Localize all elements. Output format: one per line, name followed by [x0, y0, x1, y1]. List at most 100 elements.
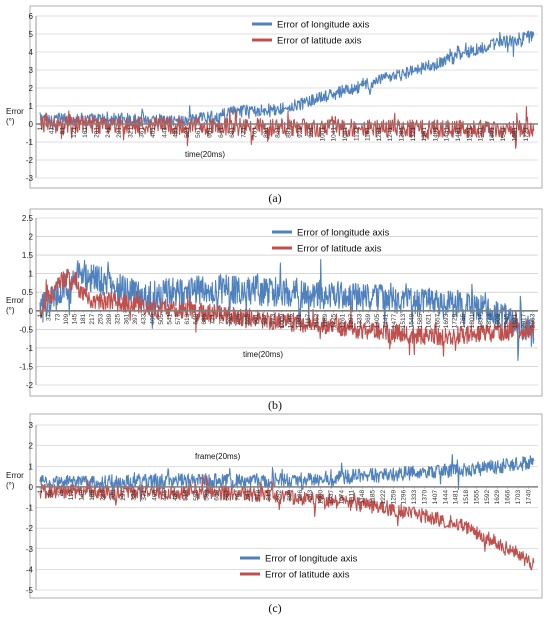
- chart-frame: [29, 5, 543, 189]
- x-tick-label: 721: [210, 313, 217, 324]
- x-tick-label: 334: [131, 490, 138, 501]
- x-tick-label: 1081: [296, 313, 303, 328]
- x-tick-label: 482: [172, 490, 179, 501]
- series-line: [39, 259, 535, 361]
- x-tick-label: 1041: [331, 127, 338, 142]
- x-tick-label: 1601: [489, 127, 496, 142]
- y-axis-label-line: (°): [6, 481, 15, 490]
- x-tick-label: 1241: [387, 127, 394, 142]
- x-tick-label: 1740: [525, 489, 532, 504]
- y-tick-label: 0: [29, 307, 34, 316]
- y-tick-label: 2: [29, 442, 34, 451]
- x-tick-label: 1148: [359, 489, 366, 503]
- y-tick-label: 2: [29, 233, 34, 242]
- y-axis-label-line: Error: [6, 471, 24, 480]
- x-tick-label: 371: [141, 490, 148, 501]
- legend-label: Error of latitude axis: [265, 570, 350, 581]
- caption-b: (b): [268, 398, 282, 412]
- x-tick-label: 1444: [442, 489, 449, 504]
- x-tick-label: 223: [99, 490, 106, 501]
- y-tick-label: 2.5: [22, 214, 34, 223]
- y-tick-label: 1: [29, 270, 34, 279]
- x-tick-label: 1297: [348, 313, 355, 328]
- x-tick-label: 201: [94, 127, 101, 138]
- chart-frame: [29, 413, 543, 599]
- y-tick-label: -0.5: [19, 325, 33, 334]
- x-tick-label: 1721: [523, 127, 530, 142]
- x-tick-label: 901: [253, 313, 260, 324]
- x-tick-label: 1513: [400, 313, 407, 328]
- x-tick-label: 1074: [338, 489, 345, 504]
- x-tick-label: 1521: [466, 127, 473, 142]
- y-tick-label: 1.5: [22, 251, 34, 260]
- x-tick-label: 1981: [512, 313, 519, 328]
- x-tick-label: 1000: [318, 489, 325, 504]
- x-tick-label: 1657: [434, 313, 441, 328]
- y-axis-label: Error (°): [6, 296, 24, 315]
- x-tick-label: 815: [266, 490, 273, 501]
- x-tick-label: 593: [203, 490, 210, 501]
- x-tick-label: 1729: [452, 313, 459, 328]
- x-tick-label: 1641: [500, 127, 507, 142]
- x-tick-label: 1405: [374, 313, 381, 328]
- y-tick-label: 6: [29, 12, 34, 21]
- x-tick-label: 741: [245, 490, 252, 501]
- x-tick-label: 963: [307, 490, 314, 501]
- x-tick-label: 161: [82, 127, 89, 138]
- x-tick-label: 469: [149, 313, 156, 324]
- x-tick-label: 1369: [365, 313, 372, 328]
- legend-label: Error of longitude axis: [265, 554, 358, 565]
- x-tick-label: 577: [175, 313, 182, 324]
- x-tick-label: 1009: [279, 313, 286, 328]
- x-tick-label: 408: [151, 490, 158, 501]
- x-tick-label: 1703: [515, 489, 522, 504]
- x-tick-label: 1693: [443, 313, 450, 328]
- x-tick-label: 937: [262, 313, 269, 324]
- x-tick-label: 1333: [411, 489, 418, 504]
- x-tick-label: 41: [48, 127, 55, 135]
- x-tick-label: 667: [224, 490, 231, 501]
- y-axis-label-line: (°): [6, 306, 15, 315]
- legend-label: Error of latitude axis: [297, 244, 382, 255]
- caption-a: (a): [268, 191, 281, 205]
- y-tick-label: -2: [26, 381, 34, 390]
- x-tick-label: 401: [150, 127, 157, 138]
- x-tick-label: 181: [80, 313, 87, 324]
- x-tick-label: 926: [297, 490, 304, 501]
- x-tick-label: 1765: [460, 313, 467, 328]
- y-tick-label: 1: [29, 462, 34, 471]
- x-tick-label: 556: [193, 490, 200, 501]
- x-tick-label: 1441: [383, 313, 390, 328]
- x-tick-label: 1185: [370, 489, 377, 503]
- x-tick-label: 881: [286, 127, 293, 138]
- x-tick-label: 253: [98, 313, 105, 324]
- x-tick-label: 561: [195, 127, 202, 138]
- x-tick-label: 1801: [469, 313, 476, 328]
- x-tick-label: 149: [79, 490, 86, 501]
- y-tick-label: 0: [29, 483, 34, 492]
- x-tick-label: 973: [270, 313, 277, 324]
- y-tick-label: -2: [26, 524, 34, 533]
- y-axis-label: Error (°): [6, 471, 24, 490]
- y-tick-label: 2: [29, 84, 34, 93]
- x-tick-label: 1555: [473, 489, 480, 504]
- x-tick-label: 793: [227, 313, 234, 324]
- x-tick-label: 649: [193, 313, 200, 324]
- x-tick-label: 1189: [322, 313, 329, 327]
- x-tick-label: 1441: [444, 127, 451, 142]
- x-tick-label: 704: [234, 490, 241, 501]
- y-tick-label: -1: [26, 344, 34, 353]
- x-tick-label: 852: [276, 490, 283, 501]
- x-tick-label: 1296: [401, 489, 408, 504]
- x-tick-label: 865: [244, 313, 251, 324]
- x-tick-label: 217: [89, 313, 96, 324]
- x-tick-label: 186: [89, 490, 96, 501]
- series-line: [39, 454, 535, 502]
- caption-c: (c): [268, 601, 281, 615]
- y-tick-label: -3: [26, 174, 34, 183]
- x-tick-label: 1873: [486, 313, 493, 328]
- x-tick-label: 1477: [391, 313, 398, 328]
- x-tick-label: 241: [105, 127, 112, 138]
